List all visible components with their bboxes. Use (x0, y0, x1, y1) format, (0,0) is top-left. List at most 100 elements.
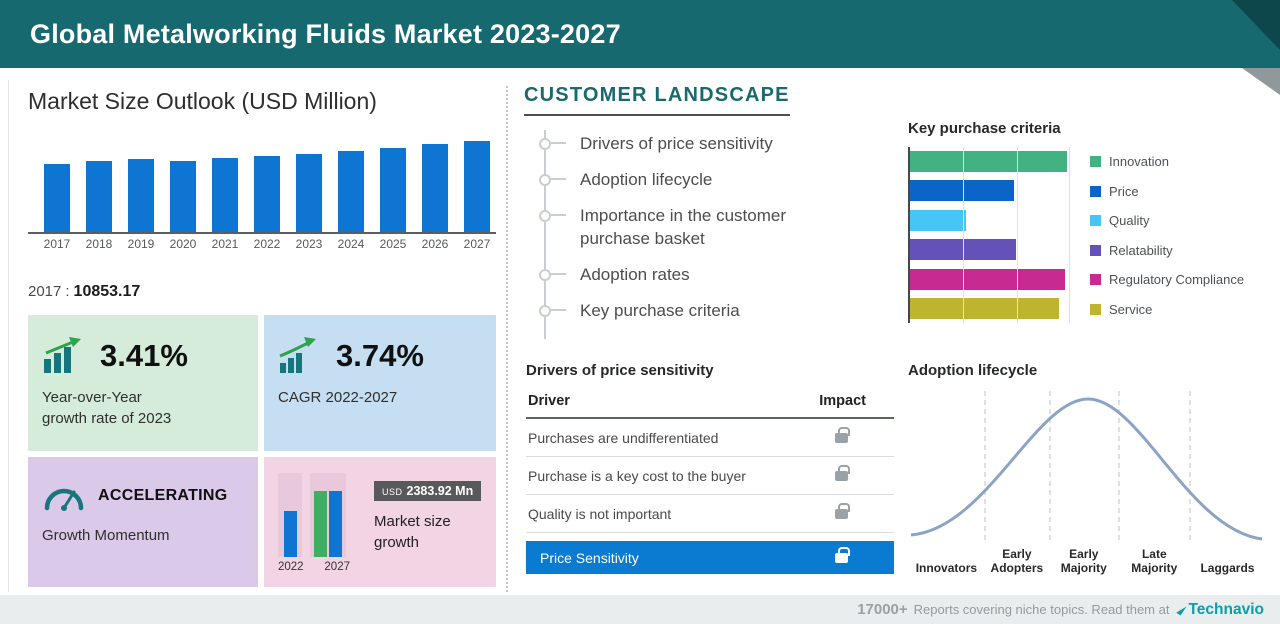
driver-label: Purchases are undifferentiated (528, 429, 719, 446)
impact-column-header: Impact (819, 393, 866, 409)
mini-bar-2022 (283, 511, 297, 557)
legend-swatch-icon (1090, 215, 1101, 226)
kpc-bar (910, 268, 1066, 290)
market-size-bar (464, 141, 490, 233)
kpc-legend-item: Quality (1090, 210, 1244, 231)
market-size-bar-column: 2026 (422, 144, 448, 251)
yoy-growth-value: 3.41% (100, 338, 188, 373)
cagr-card: 3.74% CAGR 2022-2027 (264, 315, 496, 451)
legend-label: Price (1109, 183, 1139, 199)
yoy-label-line1: Year-over-Year (42, 389, 142, 406)
market-size-bar-column: 2017 (44, 164, 70, 251)
dps-title: Drivers of price sensitivity (526, 362, 714, 379)
mini-year-start: 2022 (278, 561, 304, 573)
kpc-bar (910, 180, 1014, 202)
market-size-bar (380, 148, 406, 233)
legend-label: Innovation (1109, 154, 1169, 169)
growth-momentum-card: ACCELERATING Growth Momentum (28, 457, 258, 587)
market-size-bar (254, 156, 280, 233)
base-year-separator: : (65, 283, 70, 300)
lifecycle-stage-label: Early Majority (1060, 547, 1107, 575)
lock-icon (835, 546, 850, 563)
growth-card-right: USD 2383.92 Mn Market size growth (374, 471, 482, 573)
page-title: Global Metalworking Fluids Market 2023-2… (30, 18, 621, 49)
market-size-bar (212, 158, 238, 233)
stat-cards: 3.41% Year-over-Year growth rate of 2023 (28, 315, 496, 587)
customer-landscape-title: CUSTOMER LANDSCAPE (524, 84, 790, 116)
kpc-bar (910, 209, 966, 231)
lifecycle-stage-labels: Innovators Early Adopters Early Majority La… (908, 547, 1265, 575)
kpc-gridline (1016, 147, 1018, 323)
kpc-legend-item: Service (1090, 299, 1244, 320)
mini-bar-growth-delta (314, 491, 327, 557)
momentum-label: Growth Momentum (42, 527, 170, 544)
yoy-label-line2: growth rate of 2023 (42, 410, 172, 427)
customer-landscape-section: CUSTOMER LANDSCAPE Drivers of price sens… (524, 84, 1266, 598)
kpc-bar (910, 297, 1059, 319)
cagr-card-top: 3.74% (278, 337, 482, 375)
technavio-wordmark: Technavio (1188, 600, 1264, 618)
legend-label: Service (1109, 301, 1153, 317)
badge-amount: 2383.92 Mn (406, 484, 474, 498)
dps-table-header: Driver Impact (526, 393, 894, 419)
market-size-bar (128, 159, 154, 233)
legend-label: Regulatory Compliance (1109, 272, 1245, 287)
driver-column-header: Driver (528, 393, 570, 409)
lock-icon (835, 464, 850, 481)
cagr-trend-icon (279, 337, 316, 373)
price-sensitivity-highlight-row: Price Sensitivity (526, 541, 894, 574)
market-size-year-label: 2023 (295, 237, 323, 251)
growth-bars-arrow-icon (44, 337, 81, 373)
momentum-card-top: ACCELERATING (42, 481, 244, 511)
kpc-legend-item: Regulatory Compliance (1090, 269, 1244, 290)
driver-row: Purchase is a key cost to the buyer (526, 457, 894, 495)
landscape-topic-item: Importance in the customer purchase bask… (539, 204, 844, 250)
market-size-bar-column: 2023 (296, 154, 322, 251)
driver-row: Purchases are undifferentiated (526, 419, 894, 457)
legend-swatch-icon (1090, 303, 1101, 315)
mini-column-2022 (278, 473, 302, 557)
market-size-bar-column: 2022 (254, 156, 280, 251)
yoy-growth-card: 3.41% Year-over-Year growth rate of 2023 (28, 315, 258, 451)
market-size-bar-column: 2021 (212, 158, 238, 251)
panel-edge-line (8, 80, 9, 592)
legend-swatch-icon (1090, 156, 1101, 167)
kpc-legend-item: Price (1090, 181, 1244, 202)
driver-label: Purchase is a key cost to the buyer (528, 467, 746, 484)
kpc-chart-area: Innovation Price Quality Relatability Regula… (908, 147, 1244, 328)
kpc-legend-item: Relatability (1090, 240, 1244, 261)
market-size-bar-column: 2025 (380, 148, 406, 251)
technavio-arrow-icon (1176, 603, 1188, 616)
market-size-title: Market Size Outlook (USD Million) (28, 88, 377, 114)
kpc-legend-item: Innovation (1090, 151, 1244, 172)
legend-swatch-icon (1090, 274, 1101, 285)
kpc-gridline (963, 147, 965, 323)
market-size-year-label: 2027 (463, 237, 491, 251)
market-size-growth-card: 2022 2027 USD 2383.92 Mn Market size gro… (264, 457, 496, 587)
key-purchase-criteria-block: Key purchase criteria Innovation Price Qua… (908, 120, 1244, 328)
adoption-lifecycle-curve (908, 387, 1265, 545)
landscape-topic-item: Key purchase criteria (539, 299, 844, 322)
market-size-bar-column: 2019 (128, 159, 154, 251)
mini-chart-years: 2022 2027 (278, 561, 350, 573)
legend-label: Relatability (1109, 242, 1173, 258)
adoption-lifecycle-block: Adoption lifecycle Innovators Early Adopt… (908, 362, 1266, 575)
price-sensitivity-label: Price Sensitivity (540, 549, 639, 566)
market-size-bar (296, 154, 322, 233)
legend-label: Quality (1109, 213, 1150, 228)
price-sensitivity-block: Drivers of price sensitivity Driver Impa… (526, 362, 894, 574)
market-size-year-label: 2022 (253, 237, 281, 251)
cagr-value: 3.74% (336, 338, 424, 373)
market-size-year-label: 2018 (85, 237, 113, 251)
lock-icon (835, 502, 850, 519)
growth-value-badge: USD 2383.92 Mn (374, 481, 482, 501)
base-year-label: 2017 (28, 283, 62, 300)
market-size-bar (44, 164, 70, 233)
market-size-bar-chart: 2017 2018 2019 2020 2021 2022 2023 2024 2025 2026… (28, 139, 496, 251)
legend-swatch-icon (1090, 185, 1101, 197)
market-size-bar (338, 151, 364, 233)
kpc-legend: Innovation Price Quality Relatability Regula… (1090, 151, 1244, 328)
kpc-bar-chart (908, 147, 1071, 323)
market-size-bar-column: 2020 (170, 161, 196, 251)
legend-swatch-icon (1090, 244, 1101, 256)
